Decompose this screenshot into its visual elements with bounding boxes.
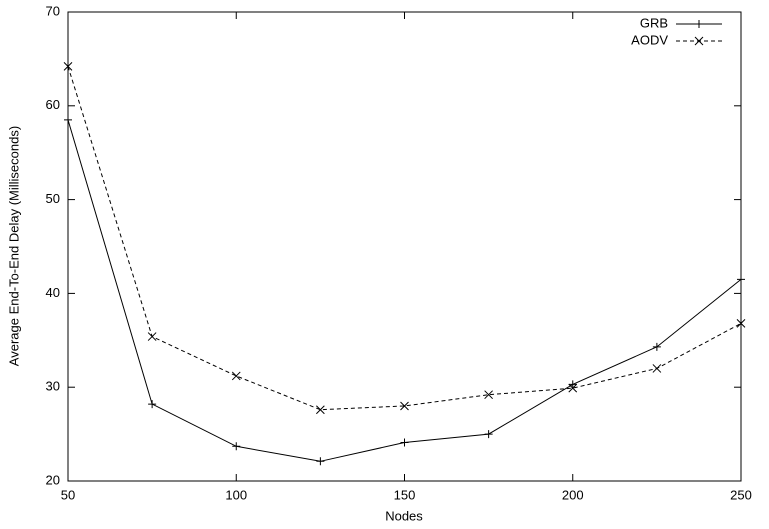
plot-frame	[67, 11, 742, 482]
x-tick-label: 150	[394, 487, 416, 502]
series-line	[67, 66, 742, 411]
x-tick-label: 50	[61, 487, 75, 502]
series-line	[67, 119, 742, 462]
point-marker	[400, 438, 409, 447]
y-tick-label: 60	[46, 97, 60, 112]
point-marker	[568, 383, 578, 393]
y-axis-label: Average End-To-End Delay (Milliseconds)	[6, 126, 21, 366]
point-marker	[148, 400, 157, 409]
point-marker	[232, 442, 241, 451]
point-marker	[64, 115, 72, 124]
point-marker	[63, 62, 73, 71]
x-axis-label: Nodes	[385, 508, 423, 523]
point-marker	[736, 319, 746, 328]
x-tick-label: 250	[730, 487, 752, 502]
x-tick-label: 200	[562, 487, 584, 502]
point-marker	[652, 342, 661, 351]
legend-marker	[695, 20, 703, 28]
x-tick-label: 100	[225, 487, 247, 502]
y-tick-label: 70	[46, 3, 60, 18]
point-marker	[400, 401, 409, 411]
point-marker	[568, 380, 577, 389]
point-marker	[147, 332, 157, 341]
legend-label: AODV	[631, 32, 668, 47]
point-marker	[484, 430, 493, 439]
point-marker	[484, 390, 493, 400]
legend-label: GRB	[640, 15, 668, 30]
legend-marker	[694, 36, 704, 46]
point-marker	[652, 364, 662, 373]
y-tick-label: 20	[46, 472, 60, 487]
point-marker	[316, 457, 325, 466]
point-marker	[737, 275, 745, 284]
point-marker	[316, 405, 325, 415]
point-marker	[231, 371, 241, 381]
y-tick-label: 50	[46, 191, 60, 206]
y-tick-label: 30	[46, 379, 60, 394]
y-tick-label: 40	[46, 285, 60, 300]
